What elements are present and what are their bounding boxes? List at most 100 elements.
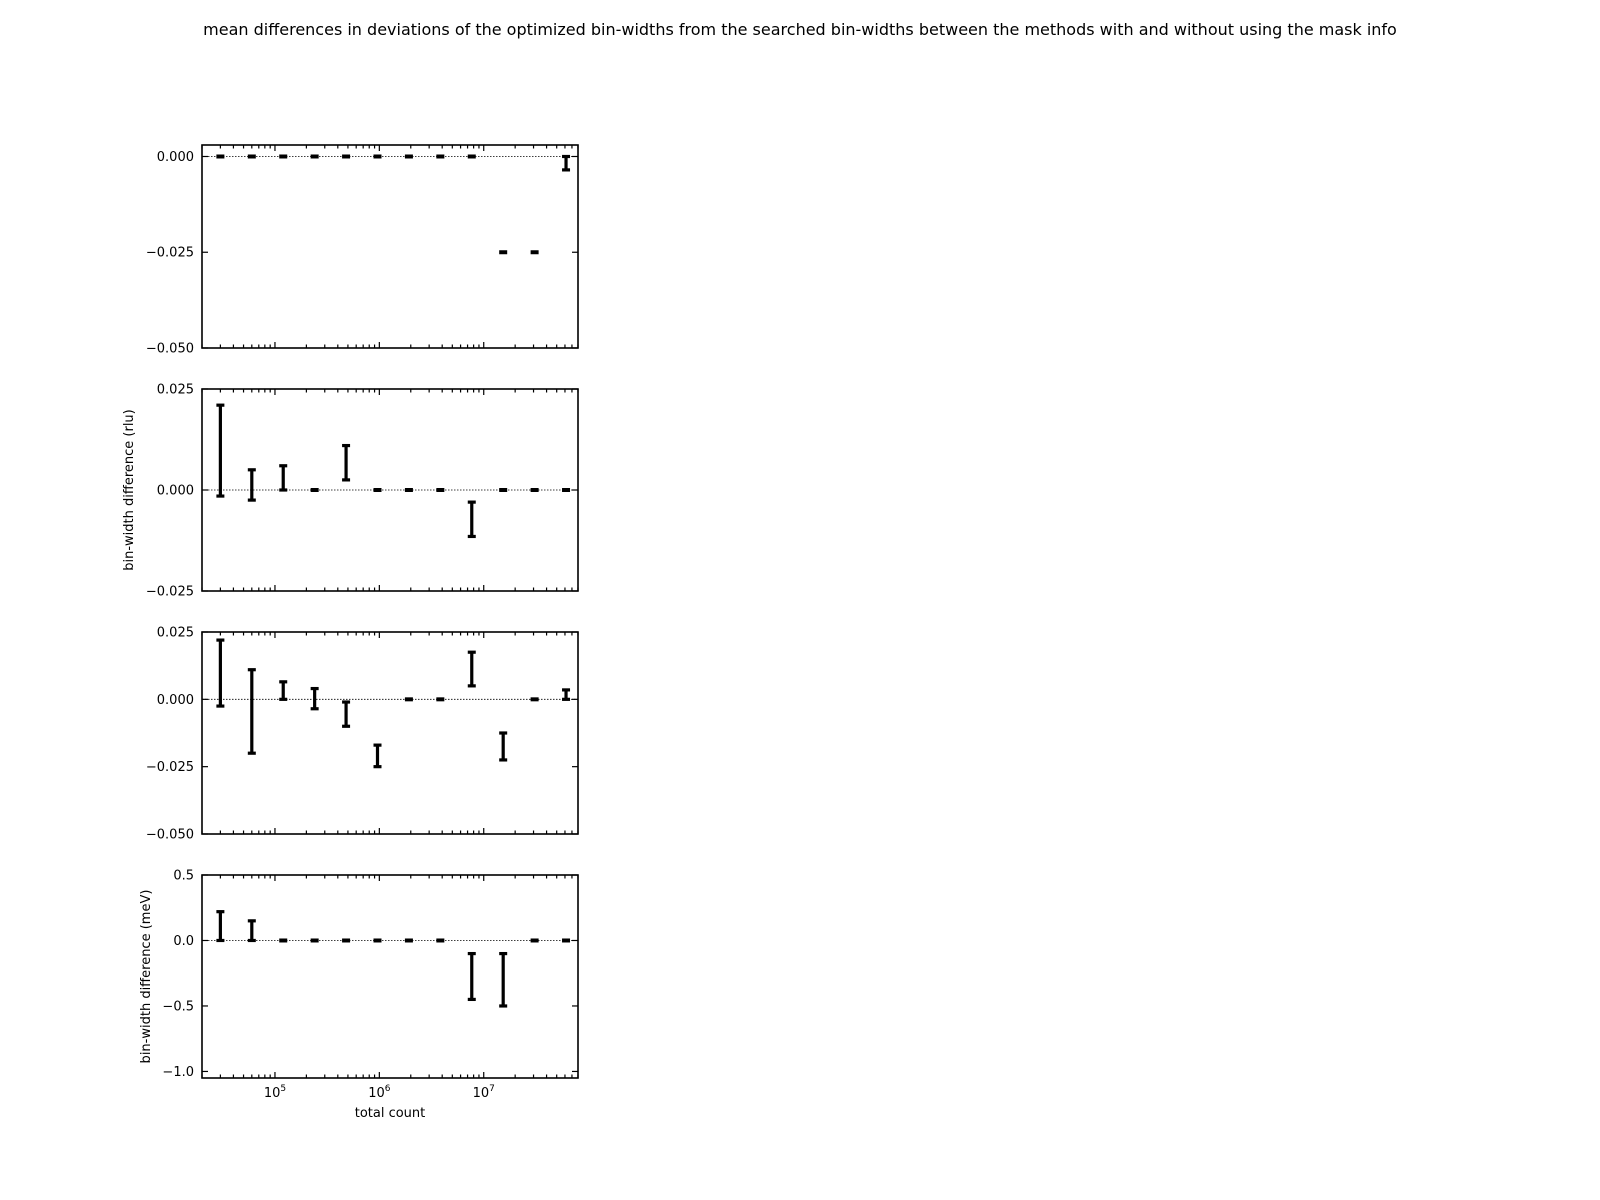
error-bar bbox=[342, 443, 351, 482]
error-bar bbox=[530, 488, 539, 492]
chart-panel-4: 0.5 0.0 −0.5 −1.0 105 106 107 bin-width differe… bbox=[139, 869, 579, 1121]
error-bar-flat bbox=[530, 938, 539, 943]
error-bar bbox=[404, 697, 413, 702]
y-tick-label: 0.0 bbox=[173, 934, 194, 949]
error-bar bbox=[562, 938, 571, 943]
error-bar bbox=[373, 743, 382, 769]
error-bar bbox=[436, 697, 445, 702]
error-bar-flat bbox=[436, 154, 445, 159]
x-tick-label: 107 bbox=[473, 1084, 495, 1101]
error-bar-flat bbox=[404, 154, 413, 159]
error-bar-flat bbox=[436, 697, 445, 702]
error-bar-flat bbox=[499, 488, 508, 492]
error-bar bbox=[404, 488, 413, 492]
error-bar-flat bbox=[373, 154, 382, 159]
error-bar bbox=[373, 938, 382, 943]
error-bar-flat bbox=[247, 154, 256, 159]
error-bar-flat bbox=[310, 488, 319, 492]
error-bar bbox=[310, 154, 319, 159]
error-bar bbox=[279, 680, 288, 701]
error-bar bbox=[404, 154, 413, 159]
error-bar bbox=[216, 154, 225, 159]
error-bar bbox=[247, 919, 256, 943]
error-bar-flat bbox=[279, 154, 288, 159]
error-bar-flat bbox=[436, 488, 445, 492]
error-bar bbox=[310, 938, 319, 943]
error-bar bbox=[279, 938, 288, 943]
y-tick-label: −0.050 bbox=[146, 828, 194, 843]
error-bar bbox=[562, 688, 571, 701]
error-bar bbox=[436, 488, 445, 492]
error-bar bbox=[467, 154, 476, 159]
error-bar-flat bbox=[404, 488, 413, 492]
y-tick-label: 0.000 bbox=[157, 484, 194, 499]
chart-panel-3: 0.025 0.000 −0.025 −0.050 bbox=[146, 626, 579, 843]
y-axis-label: bin-width difference (rlu) bbox=[122, 409, 137, 571]
y-tick-label: 0.000 bbox=[157, 693, 194, 708]
error-bar bbox=[216, 638, 225, 708]
error-bar bbox=[279, 154, 288, 159]
error-bar bbox=[310, 686, 319, 711]
y-tick-label: −0.025 bbox=[146, 585, 194, 600]
error-bar bbox=[373, 154, 382, 159]
error-bar-flat bbox=[562, 938, 571, 943]
y-tick-label: −0.025 bbox=[146, 760, 194, 775]
y-tick-label: 0.025 bbox=[157, 383, 194, 398]
error-bar bbox=[499, 951, 508, 1008]
error-bar bbox=[530, 250, 539, 255]
y-tick-label: −0.050 bbox=[146, 342, 194, 357]
error-bar bbox=[499, 250, 508, 255]
error-bar bbox=[247, 154, 256, 159]
error-bar-flat bbox=[342, 938, 351, 943]
error-bar bbox=[562, 488, 571, 492]
error-bar-flat bbox=[404, 697, 413, 702]
error-bar bbox=[247, 668, 256, 755]
error-bar bbox=[436, 938, 445, 943]
error-bar-flat bbox=[310, 154, 319, 159]
y-tick-label: 0.5 bbox=[173, 869, 194, 884]
error-bar-flat bbox=[499, 250, 508, 255]
error-bar-flat bbox=[530, 250, 539, 255]
error-bar-flat bbox=[562, 488, 571, 492]
y-tick-label: −0.025 bbox=[146, 246, 194, 261]
error-bar bbox=[499, 488, 508, 492]
error-bar bbox=[216, 403, 225, 498]
y-tick-label: 0.000 bbox=[157, 150, 194, 165]
error-bar-flat bbox=[530, 697, 539, 702]
y-tick-label: 0.025 bbox=[157, 626, 194, 641]
error-bar-flat bbox=[467, 154, 476, 159]
chart-panel-1: 0.000 −0.025 −0.050 bbox=[146, 144, 579, 357]
error-bar bbox=[467, 650, 476, 688]
chart-panel-2: 0.025 0.000 −0.025 bin-width difference (rl… bbox=[122, 383, 579, 600]
error-bar bbox=[342, 700, 351, 728]
panel-frame bbox=[201, 631, 579, 835]
error-bar-flat bbox=[530, 488, 539, 492]
x-tick-label: 106 bbox=[368, 1084, 391, 1101]
panel-frame bbox=[201, 144, 579, 349]
x-tick-label: 105 bbox=[264, 1084, 286, 1101]
error-bar-flat bbox=[310, 938, 319, 943]
error-bar bbox=[404, 938, 413, 943]
error-bar bbox=[467, 500, 476, 539]
error-bar-flat bbox=[216, 154, 225, 159]
error-bar-flat bbox=[436, 938, 445, 943]
error-bar-flat bbox=[373, 488, 382, 492]
panel-frame bbox=[201, 874, 579, 1079]
error-bar bbox=[436, 154, 445, 159]
figure-title: mean differences in deviations of the op… bbox=[203, 20, 1397, 39]
y-tick-label: −1.0 bbox=[162, 1065, 194, 1080]
panel-frame bbox=[201, 388, 579, 592]
error-bar bbox=[499, 731, 508, 762]
error-bar bbox=[467, 951, 476, 1002]
error-bar-flat bbox=[373, 938, 382, 943]
error-bar bbox=[530, 938, 539, 943]
y-tick-label: −0.5 bbox=[162, 999, 194, 1014]
error-bar bbox=[373, 488, 382, 492]
y-axis-label: bin-width difference (meV) bbox=[139, 890, 154, 1064]
error-bar-flat bbox=[279, 938, 288, 943]
error-bar bbox=[310, 488, 319, 492]
error-bar-flat bbox=[342, 154, 351, 159]
error-bar-flat bbox=[404, 938, 413, 943]
error-bar bbox=[342, 938, 351, 943]
error-bar bbox=[562, 154, 571, 172]
